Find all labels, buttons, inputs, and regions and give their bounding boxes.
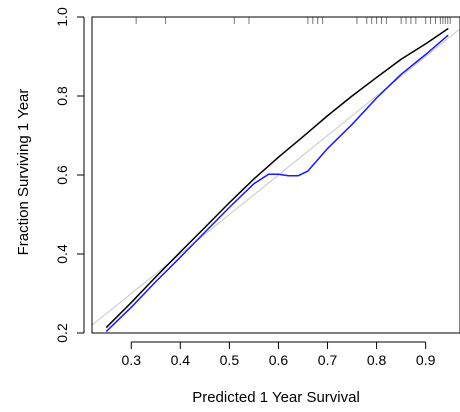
reference-layer <box>92 28 460 326</box>
x-tick-label: 0.5 <box>220 352 240 368</box>
x-tick-label: 0.7 <box>318 352 338 368</box>
plot-frame <box>91 16 460 334</box>
rug-layer <box>135 17 451 24</box>
y-axis-label: Fraction Surviving 1 Year <box>15 89 32 256</box>
x-tick-label: 0.8 <box>367 352 387 368</box>
y-tick-label: 0.4 <box>54 244 70 264</box>
y-tick-label: 0.6 <box>54 165 70 185</box>
series-line-1 <box>105 28 449 328</box>
x-tick-label: 0.4 <box>171 352 191 368</box>
y-tick-label: 1.0 <box>54 7 70 27</box>
series-line-2 <box>105 34 449 332</box>
x-tick-label: 0.6 <box>269 352 289 368</box>
x-axis-label: Predicted 1 Year Survival <box>192 389 360 406</box>
x-axis: 0.3 0.4 0.5 0.6 0.7 0.8 0.9 <box>122 341 436 368</box>
y-tick-label: 0.8 <box>54 86 70 106</box>
series-layer <box>105 28 449 332</box>
reference-diagonal-line <box>92 28 460 326</box>
x-tick-label: 0.3 <box>122 352 142 368</box>
y-tick-label: 0.2 <box>54 323 70 343</box>
x-tick-label: 0.9 <box>416 352 436 368</box>
y-axis: 0.2 0.4 0.6 0.8 1.0 <box>54 7 85 343</box>
